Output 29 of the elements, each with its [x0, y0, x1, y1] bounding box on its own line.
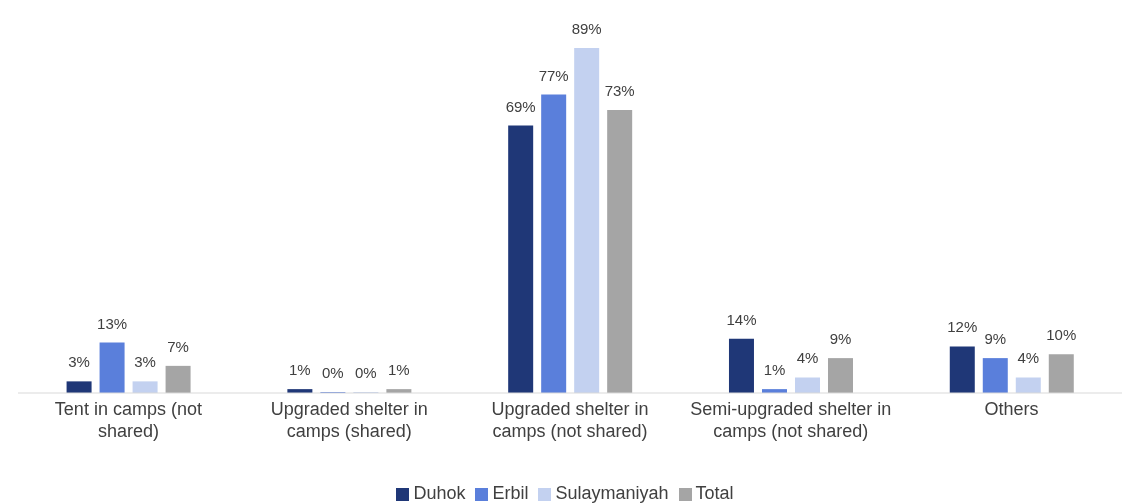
legend-label: Erbil	[492, 483, 529, 503]
legend-label: Sulaymaniyah	[555, 483, 669, 503]
data-label: 10%	[1046, 326, 1077, 344]
x-tick-label: Upgraded shelter in camps (shared)	[270, 399, 428, 441]
x-tick-label: Semi-upgraded shelter in camps (not shared)	[690, 399, 892, 441]
data-label: 4%	[1017, 349, 1040, 367]
x-tick-label: Tent in camps (not shared)	[54, 399, 202, 441]
x-tick-label: Upgraded shelter in camps (not shared)	[491, 399, 649, 441]
data-label: 3%	[68, 353, 90, 371]
data-label: 9%	[984, 330, 1007, 348]
data-label: 1%	[289, 361, 311, 379]
data-label: 89%	[571, 20, 602, 37]
data-label: 4%	[796, 349, 819, 367]
data-label: 1%	[763, 361, 786, 379]
data-label: 14%	[726, 310, 757, 328]
data-label: 3%	[134, 353, 156, 371]
data-label: 0%	[355, 364, 377, 381]
data-label: 77%	[538, 66, 569, 84]
legend-label: Total	[695, 483, 734, 503]
legend-label: Duhok	[413, 483, 466, 503]
data-label: 7%	[167, 337, 189, 355]
data-label: 12%	[947, 318, 978, 336]
data-label: 1%	[388, 361, 410, 379]
data-label: 0%	[322, 364, 344, 381]
data-label: 73%	[604, 82, 635, 100]
x-tick-label: Others	[984, 399, 1039, 419]
data-label: 69%	[505, 97, 536, 115]
data-label: 9%	[829, 330, 852, 348]
data-label: 13%	[97, 314, 128, 332]
